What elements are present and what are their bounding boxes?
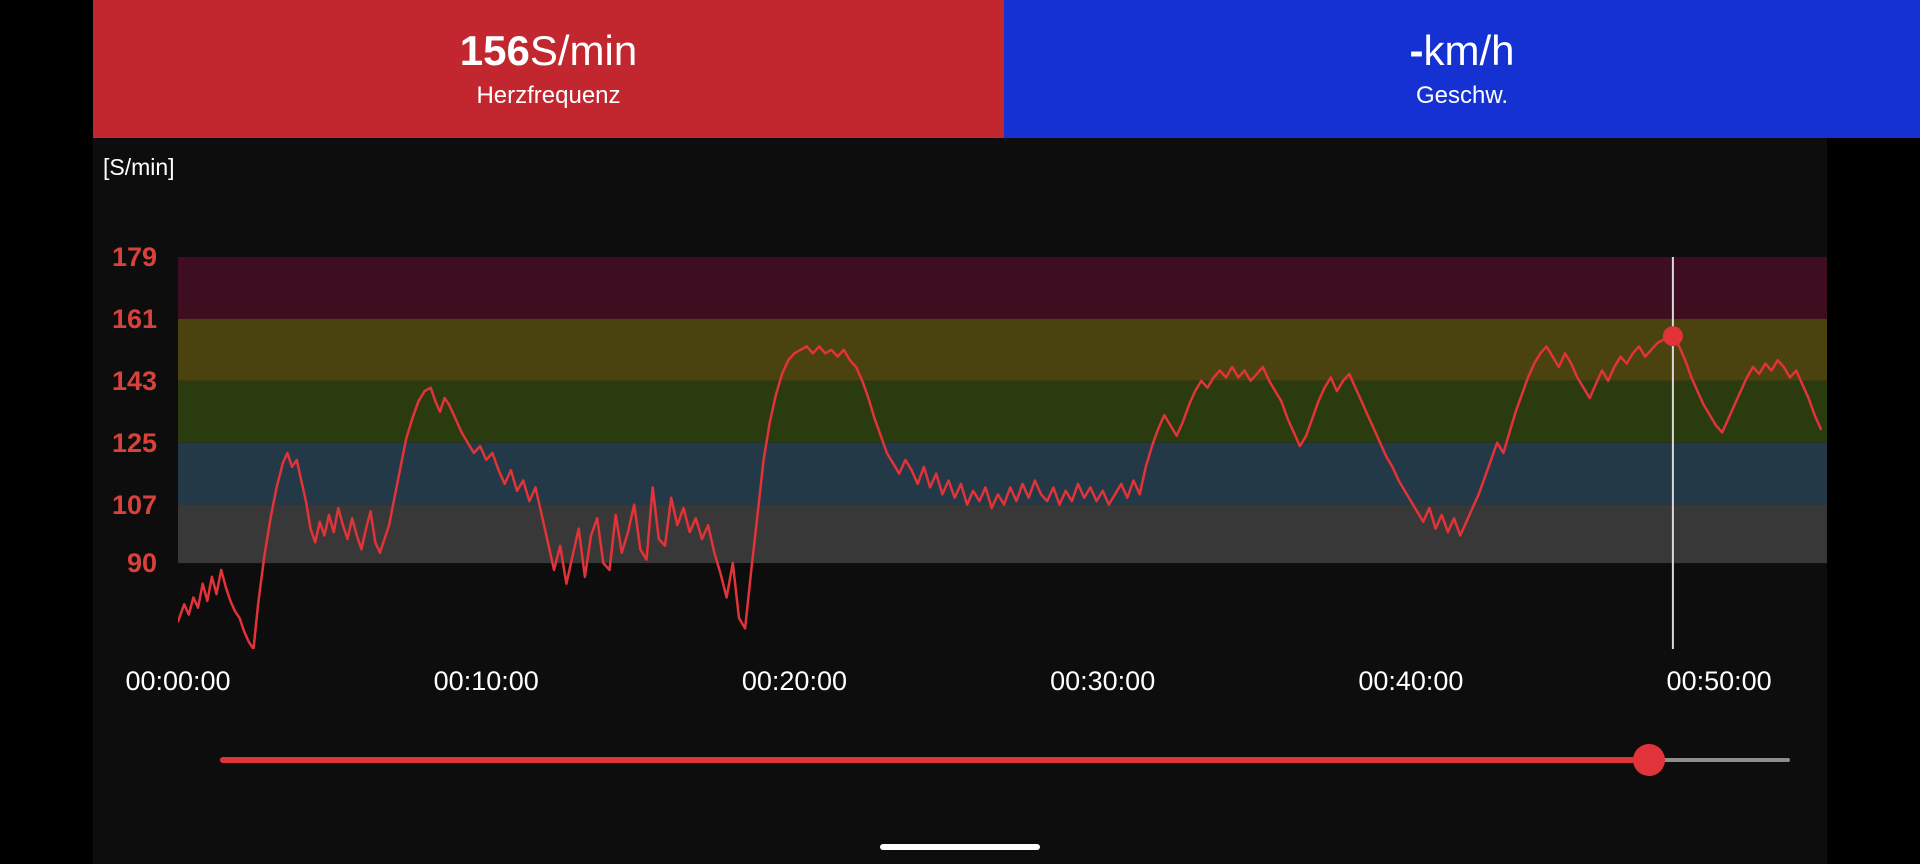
chart-panel: [S/min] 179 161 143 125 107 90 00:00:00 00:10:… xyxy=(93,138,1827,864)
heart-rate-unit: S/min xyxy=(529,27,638,74)
speed-tile[interactable]: -km/h Geschw. xyxy=(1004,0,1920,138)
speed-value-row: -km/h xyxy=(1409,30,1514,72)
home-indicator[interactable] xyxy=(880,844,1040,850)
heart-rate-chart[interactable] xyxy=(178,257,1827,649)
heart-rate-label: Herzfrequenz xyxy=(476,82,621,109)
x-axis-tick-label: 00:10:00 xyxy=(433,666,539,696)
y-axis-tick-label: 143 xyxy=(111,365,157,396)
x-axis-tick-label: 00:40:00 xyxy=(1358,666,1464,696)
y-axis-tick-label: 179 xyxy=(111,242,157,272)
slider-thumb[interactable] xyxy=(1632,744,1665,776)
time-slider[interactable] xyxy=(220,744,1790,776)
y-axis-unit-label: [S/min] xyxy=(103,154,175,180)
x-axis-tick-label: 00:50:00 xyxy=(1666,666,1772,696)
y-axis-tick-label: 107 xyxy=(111,489,157,520)
heart-rate-tile[interactable]: 156S/min Herzfrequenz xyxy=(93,0,1004,138)
x-axis-tick-label: 00:00:00 xyxy=(125,666,231,696)
heart-rate-value-row: 156S/min xyxy=(460,30,637,72)
speed-label: Geschw. xyxy=(1415,82,1509,109)
x-axis-tick-label: 00:20:00 xyxy=(741,666,847,696)
x-axis-tick-label: 00:30:00 xyxy=(1050,666,1156,696)
heart-rate-value: 156 xyxy=(459,27,530,74)
y-axis-tick-label: 90 xyxy=(126,548,157,579)
left-letterbox xyxy=(0,0,93,864)
y-axis-tick-label: 125 xyxy=(111,427,157,458)
y-axis-tick-label: 161 xyxy=(111,303,157,334)
x-axis-labels: 00:00:00 00:10:00 00:20:00 00:30:00 00:40:00… xyxy=(93,666,1827,706)
slider-fill xyxy=(220,757,1649,763)
speed-unit: km/h xyxy=(1423,27,1515,74)
speed-value: - xyxy=(1409,27,1424,74)
metrics-header: 156S/min Herzfrequenz -km/h Geschw. xyxy=(93,0,1920,138)
